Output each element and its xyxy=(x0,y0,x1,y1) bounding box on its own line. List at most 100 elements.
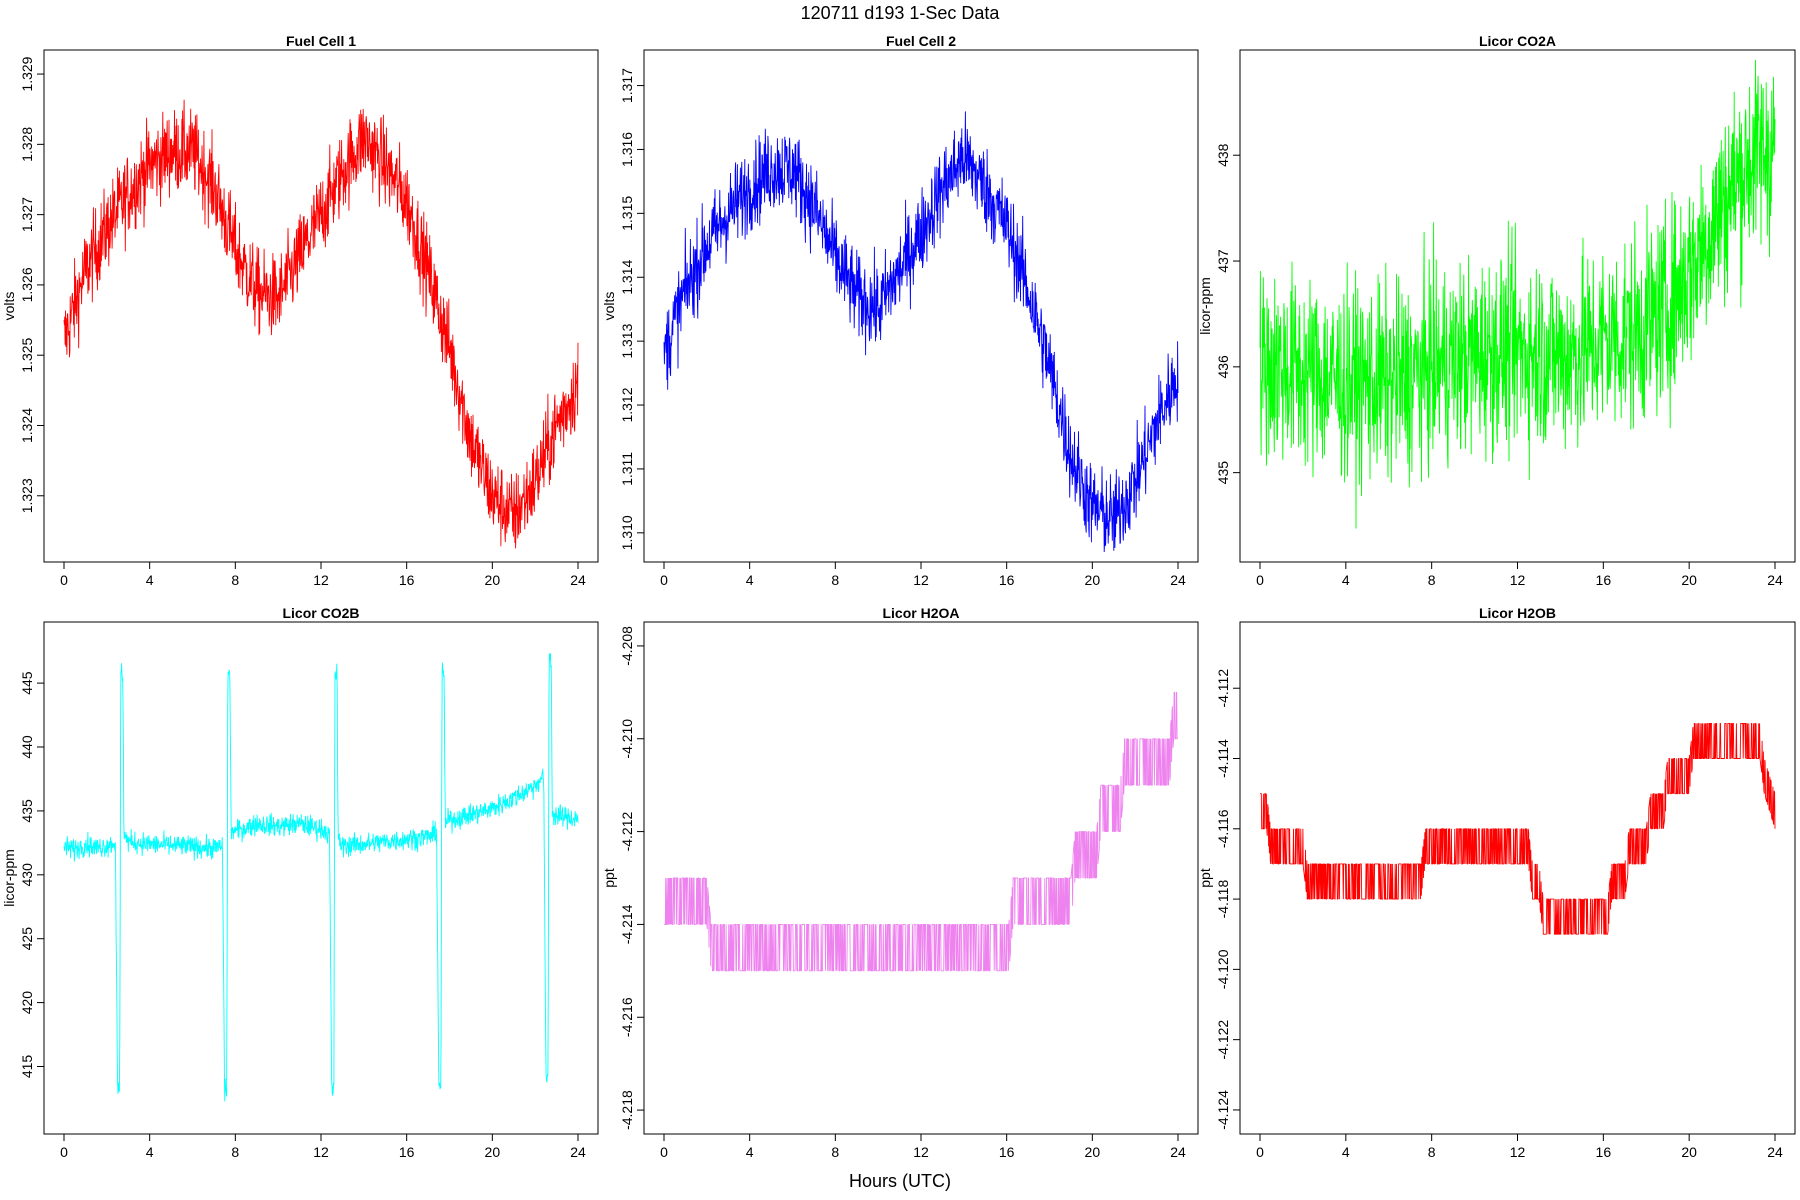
x-tick-label: 20 xyxy=(1681,1144,1697,1160)
y-tick-label: -4.120 xyxy=(1215,949,1231,989)
series-line xyxy=(663,111,1179,553)
panel-title: Licor CO2B xyxy=(282,605,359,621)
x-tick-label: 24 xyxy=(1767,1144,1783,1160)
y-tick-label: -4.116 xyxy=(1215,809,1231,848)
x-tick-label: 12 xyxy=(1510,1144,1526,1160)
y-tick-label: 1.324 xyxy=(19,408,35,443)
x-tick-label: 20 xyxy=(1681,572,1697,588)
x-tick-label: 0 xyxy=(1256,1144,1264,1160)
x-tick-label: 4 xyxy=(146,1144,154,1160)
x-tick-label: 0 xyxy=(1256,572,1264,588)
y-tick-label: 445 xyxy=(19,671,35,695)
x-tick-label: 4 xyxy=(746,1144,754,1160)
x-tick-label: 12 xyxy=(313,1144,329,1160)
x-tick-label: 4 xyxy=(146,572,154,588)
y-tick-label: 1.315 xyxy=(619,196,635,231)
y-tick-label: 435 xyxy=(19,799,35,823)
x-tick-label: 8 xyxy=(231,572,239,588)
y-tick-label: 1.325 xyxy=(19,337,35,372)
x-tick-label: 4 xyxy=(1342,572,1350,588)
y-tick-label: -4.210 xyxy=(619,719,635,759)
y-tick-label: -4.212 xyxy=(619,812,635,852)
y-tick-label: 430 xyxy=(19,863,35,887)
y-tick-label: -4.214 xyxy=(619,904,635,944)
x-tick-label: 24 xyxy=(570,572,586,588)
y-tick-label: 1.326 xyxy=(19,267,35,302)
y-axis-label: volts xyxy=(601,292,617,321)
y-axis-label: volts xyxy=(1,292,17,321)
y-tick-label: -4.118 xyxy=(1215,880,1231,919)
x-tick-label: 20 xyxy=(485,572,501,588)
y-tick-label: 440 xyxy=(19,735,35,759)
x-tick-label: 8 xyxy=(831,572,839,588)
y-tick-label: 425 xyxy=(19,927,35,951)
y-tick-label: 437 xyxy=(1215,249,1231,273)
series-line xyxy=(63,652,579,1102)
x-tick-label: 16 xyxy=(1596,572,1612,588)
x-tick-label: 24 xyxy=(1170,1144,1186,1160)
x-tick-label: 12 xyxy=(1510,572,1526,588)
x-tick-label: 0 xyxy=(60,1144,68,1160)
x-tick-label: 16 xyxy=(399,1144,415,1160)
y-axis-label: ppt xyxy=(1197,868,1213,888)
y-tick-label: 1.328 xyxy=(19,127,35,162)
x-tick-label: 16 xyxy=(999,572,1015,588)
y-tick-label: 436 xyxy=(1215,355,1231,379)
x-tick-label: 12 xyxy=(913,572,929,588)
panel-5: Licor H2OA ppt 0 4 8 12 16 20 24 -4.218 -4.216 -4.2… xyxy=(601,605,1199,1160)
x-tick-label: 24 xyxy=(1767,572,1783,588)
x-tick-label: 12 xyxy=(313,572,329,588)
x-tick-label: 24 xyxy=(1170,572,1186,588)
panel-1: Fuel Cell 1 volts 0 4 8 12 16 20 24 1.323 1.324 1.3… xyxy=(1,33,599,588)
x-tick-label: 20 xyxy=(1085,572,1101,588)
y-tick-label: 1.312 xyxy=(619,387,635,422)
x-tick-label: 16 xyxy=(399,572,415,588)
y-tick-label: 420 xyxy=(19,991,35,1015)
x-tick-label: 24 xyxy=(570,1144,586,1160)
panel-4: Licor CO2B licor-ppm 0 4 8 12 16 20 24 415 420 425 4… xyxy=(1,605,599,1160)
panel-title: Licor CO2A xyxy=(1479,33,1556,49)
plot-frame xyxy=(43,621,599,1135)
x-tick-label: 20 xyxy=(485,1144,501,1160)
y-tick-label: 435 xyxy=(1215,461,1231,485)
x-tick-label: 8 xyxy=(831,1144,839,1160)
y-tick-label: 415 xyxy=(19,1055,35,1079)
y-tick-label: 1.327 xyxy=(19,197,35,232)
y-tick-label: 1.316 xyxy=(619,132,635,167)
series-line xyxy=(1260,722,1776,935)
x-tick-label: 4 xyxy=(1342,1144,1350,1160)
y-tick-label: 1.313 xyxy=(619,323,635,358)
panel-title: Licor H2OA xyxy=(882,605,959,621)
panel-3: Licor CO2A licor-ppm 0 4 8 12 16 20 24 435 436 437 4… xyxy=(1197,33,1796,588)
x-tick-label: 8 xyxy=(231,1144,239,1160)
y-tick-label: -4.114 xyxy=(1215,739,1231,778)
y-tick-label: 1.329 xyxy=(19,56,35,91)
y-tick-label: 1.311 xyxy=(619,452,635,486)
panel-2: Fuel Cell 2 volts 0 4 8 12 16 20 24 1.310 1.311 1.3… xyxy=(601,33,1199,588)
plot-frame xyxy=(43,49,599,563)
y-axis-label: licor-ppm xyxy=(1,849,17,907)
x-tick-label: 12 xyxy=(913,1144,929,1160)
y-tick-label: -4.216 xyxy=(619,997,635,1037)
y-tick-label: -4.208 xyxy=(619,626,635,666)
page-title: 120711 d193 1-Sec Data xyxy=(801,3,1001,23)
plot-frame xyxy=(1239,49,1796,563)
x-tick-label: 16 xyxy=(999,1144,1015,1160)
x-tick-label: 8 xyxy=(1428,1144,1436,1160)
panel-title: Fuel Cell 2 xyxy=(886,33,956,49)
y-axis-label: ppt xyxy=(601,868,617,888)
y-tick-label: -4.122 xyxy=(1215,1020,1231,1060)
panel-title: Fuel Cell 1 xyxy=(286,33,356,49)
x-tick-label: 16 xyxy=(1596,1144,1612,1160)
y-tick-label: -4.124 xyxy=(1215,1090,1231,1130)
x-tick-label: 20 xyxy=(1085,1144,1101,1160)
plot-frame xyxy=(643,621,1199,1135)
y-tick-label: 438 xyxy=(1215,143,1231,167)
panel-6: Licor H2OB ppt 0 4 8 12 16 20 24 -4.124 -4.122 -4.1… xyxy=(1197,605,1796,1160)
y-tick-label: 1.314 xyxy=(619,260,635,295)
y-axis-label: licor-ppm xyxy=(1197,277,1213,335)
x-tick-label: 8 xyxy=(1428,572,1436,588)
y-tick-label: 1.323 xyxy=(19,478,35,513)
y-tick-label: -4.218 xyxy=(619,1090,635,1130)
